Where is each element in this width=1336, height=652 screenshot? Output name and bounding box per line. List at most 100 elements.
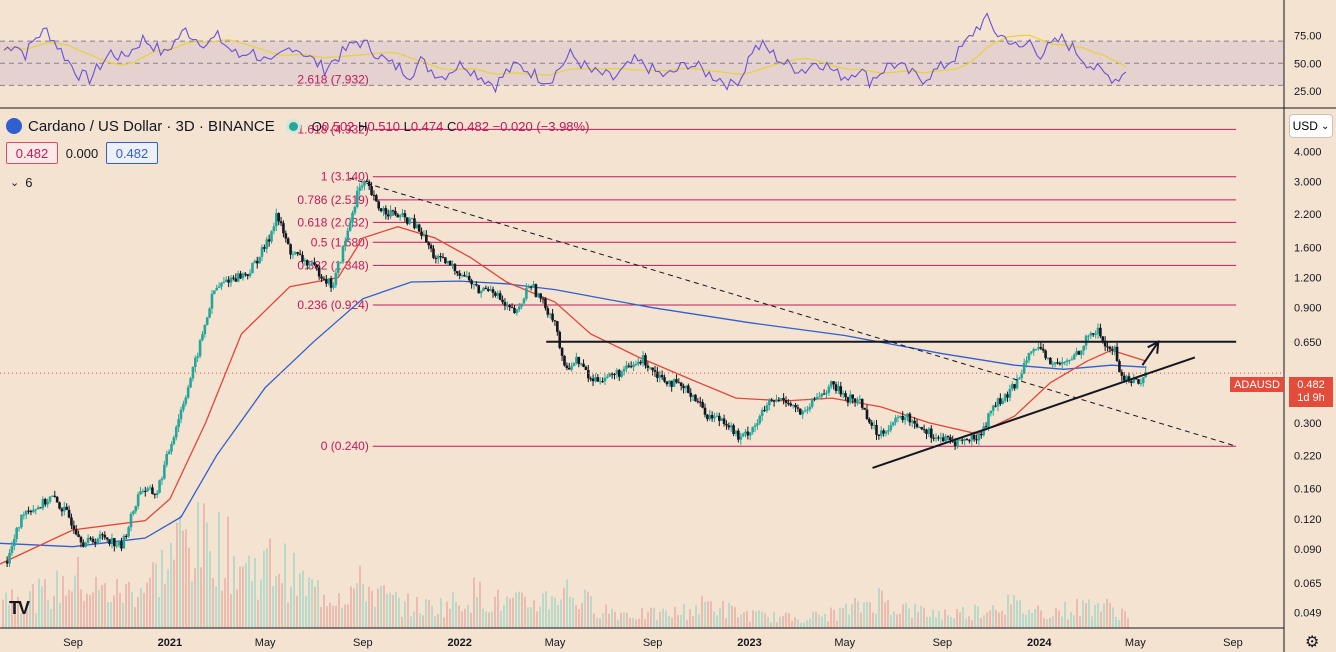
symbol-title[interactable]: Cardano / US Dollar · 3D · BINANCE — [28, 117, 275, 135]
volume-bar — [410, 616, 412, 628]
symbol-header[interactable]: Cardano / US Dollar · 3D · BINANCE O0.50… — [6, 116, 589, 136]
candle-body — [768, 399, 771, 406]
volume-bar — [788, 613, 790, 628]
candle — [96, 537, 99, 544]
volume-bar — [1067, 619, 1069, 628]
indicators-toggle[interactable]: ⌄ 6 — [6, 172, 36, 192]
volume-bar — [5, 592, 7, 628]
candle — [82, 539, 85, 548]
market-status-icon — [288, 121, 298, 131]
candle-body — [127, 527, 130, 537]
volume-bar — [323, 594, 325, 628]
candle — [363, 180, 366, 191]
candle-body — [548, 313, 552, 315]
candle — [477, 284, 481, 294]
candle — [1120, 369, 1124, 382]
candle — [506, 301, 509, 310]
volume-bar — [242, 566, 244, 628]
candle — [113, 538, 116, 552]
candle-body — [329, 278, 333, 288]
close-value: 0.482 — [456, 118, 489, 134]
candle-body — [637, 361, 640, 365]
candle-body — [251, 262, 254, 274]
candle — [522, 297, 526, 304]
candle — [1082, 345, 1086, 356]
price-tick-label: 0.090 — [1294, 544, 1322, 556]
volume-bar — [353, 588, 355, 628]
candle-body — [236, 273, 240, 282]
candle — [141, 488, 145, 494]
candle — [694, 394, 697, 402]
candle — [401, 208, 404, 218]
candle — [746, 426, 750, 440]
candle — [215, 284, 219, 291]
candle-body — [456, 271, 459, 274]
candle-body — [1120, 372, 1124, 376]
candle — [420, 227, 423, 240]
volume-bar — [980, 618, 982, 628]
candle — [991, 404, 995, 416]
volume-bar — [659, 611, 661, 628]
candle-body — [410, 218, 414, 220]
volume-bar — [35, 613, 37, 628]
candle-body — [506, 305, 509, 307]
candle-body — [698, 401, 702, 403]
candle — [946, 435, 950, 441]
candle-body — [134, 506, 138, 512]
candle — [322, 276, 326, 281]
candle-body — [479, 291, 483, 294]
volume-bar — [1070, 611, 1072, 628]
candle — [158, 479, 161, 494]
candle-body — [853, 398, 857, 402]
buy-price-button[interactable]: 0.482 — [106, 142, 158, 164]
candle — [208, 307, 211, 319]
candle-body — [465, 275, 469, 277]
volume-bar — [530, 607, 532, 628]
volume-bar — [869, 602, 871, 628]
volume-bar — [65, 595, 67, 628]
candle-body — [341, 246, 345, 263]
sell-price-button[interactable]: 0.482 — [6, 142, 58, 164]
candle-body — [34, 509, 38, 511]
candle-body — [158, 480, 161, 493]
candle-body — [160, 478, 164, 481]
tradingview-logo[interactable]: TV — [9, 598, 30, 618]
candle — [1070, 356, 1074, 361]
volume-bar — [1076, 599, 1078, 628]
candle-body — [922, 429, 926, 431]
candle-body — [787, 402, 790, 404]
currency-button[interactable]: USD ⌄ — [1289, 114, 1333, 138]
candle-body — [794, 404, 797, 408]
volume-bar — [86, 593, 88, 628]
candle-body — [532, 284, 535, 288]
candle-body — [875, 424, 878, 435]
candle-body — [208, 308, 211, 318]
candle — [889, 421, 893, 433]
candle — [849, 390, 852, 405]
candle — [1096, 323, 1100, 339]
price-tick-label: 0.065 — [1294, 578, 1322, 590]
candle-body — [856, 400, 859, 402]
candle — [589, 376, 592, 382]
candle — [277, 212, 280, 226]
volume-bar — [98, 590, 100, 628]
candle-body — [596, 377, 600, 382]
candle-body — [105, 537, 109, 540]
candle — [124, 533, 128, 540]
volume-bar — [491, 611, 493, 628]
candle — [696, 397, 700, 404]
settings-icon[interactable]: ⚙ — [1305, 634, 1320, 651]
candle-body — [484, 287, 488, 290]
volume-bar — [914, 603, 916, 628]
candle-body — [1077, 351, 1081, 355]
candle-body — [617, 370, 621, 377]
candle-body — [391, 210, 395, 212]
candle — [703, 403, 707, 418]
candle — [289, 243, 292, 260]
candle-body — [413, 218, 416, 229]
candle — [779, 397, 783, 401]
candle-body — [1010, 384, 1014, 389]
candle — [1137, 378, 1140, 385]
low-value: 0.474 — [410, 118, 444, 134]
